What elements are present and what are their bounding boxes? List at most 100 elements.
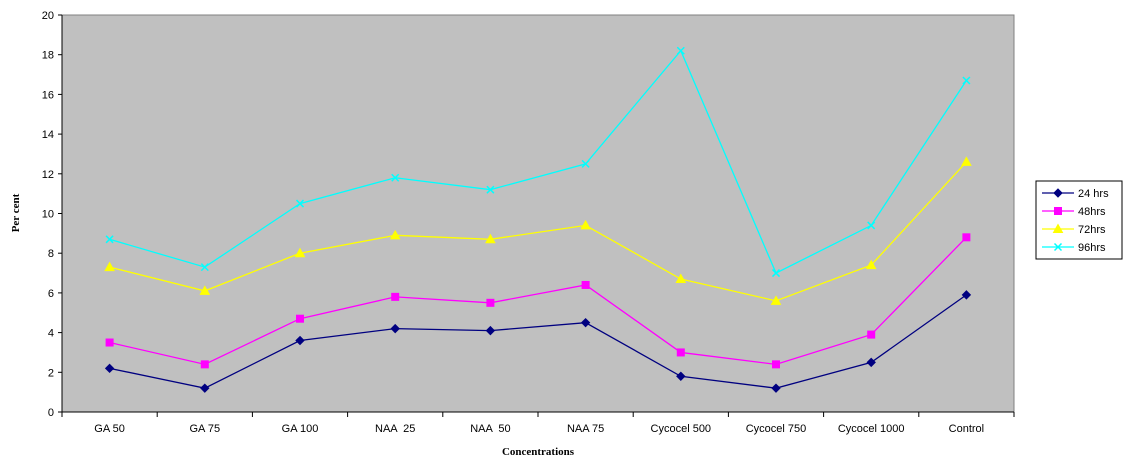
- data-point: [675, 273, 687, 284]
- legend-label: 96hrs: [1078, 242, 1106, 254]
- marker-stroke: [391, 173, 400, 182]
- data-point: [199, 285, 211, 295]
- data-point: [485, 233, 496, 244]
- data-point: [105, 338, 114, 347]
- data-point: [581, 280, 590, 289]
- data-point: [104, 261, 115, 272]
- data-point: [676, 371, 686, 381]
- y-axis: 0 2 4 6 8 10 12 14 16 18 20: [42, 10, 63, 419]
- y-tick-label: 18: [42, 50, 54, 62]
- series-1: [105, 233, 971, 369]
- series-line: [109, 161, 967, 302]
- data-point: [676, 46, 685, 55]
- y-tick-label: 12: [42, 169, 54, 181]
- x-tick-label: Control: [949, 423, 984, 435]
- data-point: [772, 360, 780, 369]
- y-tick-label: 4: [48, 328, 54, 340]
- x-axis: GA 50 GA 75 GA 100 NAA 25 NAA 50 NAA 75 Cycoce…: [61, 411, 1015, 435]
- data-point: [105, 235, 114, 244]
- legend-item: 72hrs: [1042, 223, 1106, 236]
- x-tick-label: NAA 75: [567, 423, 604, 435]
- y-tick-label: 0: [48, 407, 54, 419]
- x-tick-label: NAA 50: [470, 423, 510, 435]
- x-tick-label: GA 100: [282, 423, 319, 435]
- legend-marker: [1053, 242, 1063, 252]
- data-point: [962, 233, 971, 242]
- marker-stroke: [771, 269, 781, 278]
- marker-stroke: [676, 46, 685, 55]
- series-2: [104, 156, 972, 305]
- legend-marker: [1053, 188, 1063, 198]
- data-point: [389, 229, 401, 240]
- data-point: [200, 360, 209, 369]
- series-line: [109, 236, 967, 366]
- legend-marker: [1052, 223, 1064, 233]
- legend-label: 48hrs: [1078, 206, 1106, 218]
- x-tick-label: Cycocel 750: [746, 423, 807, 435]
- marker-stroke: [105, 235, 114, 244]
- legend-item: 48hrs: [1042, 206, 1106, 218]
- x-tick-label: Cycocel 1000: [838, 423, 905, 435]
- x-tick-label: GA 75: [190, 423, 221, 435]
- data-point: [200, 263, 209, 272]
- data-point: [104, 363, 115, 374]
- marker-stroke: [867, 221, 876, 230]
- data-point: [296, 314, 304, 323]
- y-tick-label: 20: [42, 10, 54, 22]
- data-point: [771, 269, 781, 278]
- legend-item: 24 hrs: [1042, 188, 1109, 200]
- data-point: [961, 290, 972, 300]
- data-point: [294, 247, 306, 258]
- y-tick-label: 14: [42, 129, 54, 141]
- data-point: [580, 317, 591, 328]
- legend-label: 24 hrs: [1078, 188, 1109, 200]
- series-layer: [104, 46, 972, 393]
- data-point: [391, 173, 400, 182]
- y-tick-label: 6: [48, 288, 54, 300]
- series-line: [109, 49, 967, 274]
- series-3: [105, 46, 971, 278]
- data-point: [676, 348, 685, 357]
- data-point: [200, 383, 210, 393]
- legend-item: 96hrs: [1042, 242, 1106, 254]
- series-0: [104, 290, 972, 393]
- data-point: [580, 219, 591, 230]
- data-point: [867, 221, 876, 230]
- data-point: [295, 199, 305, 208]
- marker-stroke: [295, 199, 305, 208]
- x-tick-label: Cycocel 500: [651, 423, 712, 435]
- y-axis-title: Per cent: [10, 193, 22, 232]
- x-tick-label: NAA 25: [375, 423, 415, 435]
- data-point: [866, 357, 876, 368]
- data-point: [390, 323, 400, 334]
- legend-marker: [1054, 207, 1062, 215]
- y-tick-label: 10: [42, 209, 54, 221]
- data-point: [485, 325, 496, 336]
- data-point: [867, 330, 876, 339]
- legend-label: 72hrs: [1078, 224, 1106, 236]
- marker-stroke: [200, 263, 209, 272]
- data-point: [486, 185, 495, 194]
- plot-area: [61, 14, 1015, 413]
- series-line: [109, 294, 967, 389]
- x-axis-title: Concentrations: [502, 446, 575, 458]
- data-point: [865, 259, 877, 270]
- data-point: [581, 159, 590, 168]
- marker-stroke: [581, 159, 590, 168]
- data-point: [961, 156, 972, 166]
- marker-stroke: [1053, 242, 1063, 252]
- data-point: [486, 298, 495, 307]
- y-tick-label: 2: [48, 367, 54, 379]
- legend-box: [1035, 180, 1123, 260]
- data-point: [391, 292, 400, 301]
- data-point: [771, 383, 781, 393]
- x-tick-label: GA 50: [94, 423, 125, 435]
- marker-stroke: [962, 76, 971, 85]
- legend: 24 hrs 48hrs 72hrs 96hrs: [1035, 180, 1123, 260]
- marker-stroke: [486, 185, 495, 194]
- data-point: [295, 335, 305, 346]
- y-tick-label: 8: [48, 248, 54, 260]
- data-point: [770, 295, 782, 305]
- y-tick-label: 16: [42, 89, 54, 101]
